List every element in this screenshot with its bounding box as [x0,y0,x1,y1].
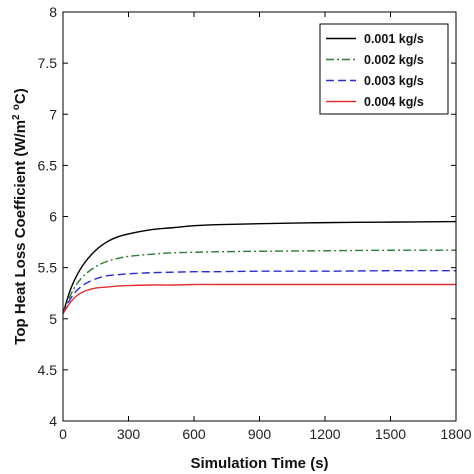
y-axis-label-sup: 2 [11,114,22,120]
y-axis-label-main: Top Heat Loss Coefficient (W/m [12,120,29,345]
y-tick-label: 7 [49,106,57,122]
y-tick-label: 4 [49,413,57,429]
x-tick-label: 0 [59,426,67,442]
legend-label: 0.001 kg/s [364,32,424,46]
y-tick-label: 6.5 [38,157,58,173]
y-axis-label-degree: o [11,104,22,110]
series-line [62,249,457,314]
x-tick-label: 300 [117,426,141,442]
legend-label: 0.004 kg/s [364,95,424,109]
y-tick-label: 8 [49,4,57,20]
y-tick-label: 6 [49,209,57,225]
x-tick-label: 1500 [375,426,406,442]
x-tick-label: 1200 [309,426,340,442]
y-tick-label: 5.5 [38,260,58,276]
series-line [62,269,457,314]
x-tick-label: 900 [248,426,272,442]
x-tick-label: 1800 [440,426,471,442]
x-tick-label: 600 [182,426,206,442]
series-line [62,283,456,315]
plot-area [62,220,457,315]
series-line [62,220,457,314]
x-axis: 0 300 600 900 1200 1500 1800 [59,12,472,442]
y-axis-label: Top Heat Loss Coefficient (W/m2 oC) [11,88,29,344]
y-tick-label: 7.5 [38,55,58,71]
y-axis-label-end: C) [12,88,29,104]
y-tick-label: 4.5 [38,362,58,378]
x-axis-label: Simulation Time (s) [190,455,328,472]
legend-items: 0.001 kg/s 0.002 kg/s 0.003 kg/s 0.004 kg/s [326,32,424,109]
legend: 0.001 kg/s 0.002 kg/s 0.003 kg/s 0.004 kg/s [319,23,449,115]
legend-label: 0.002 kg/s [364,53,424,67]
y-axis: 4 4.5 5 5.5 6 6.5 7 7.5 8 [38,4,456,429]
y-tick-label: 5 [49,311,57,327]
legend-label: 0.003 kg/s [364,74,424,88]
